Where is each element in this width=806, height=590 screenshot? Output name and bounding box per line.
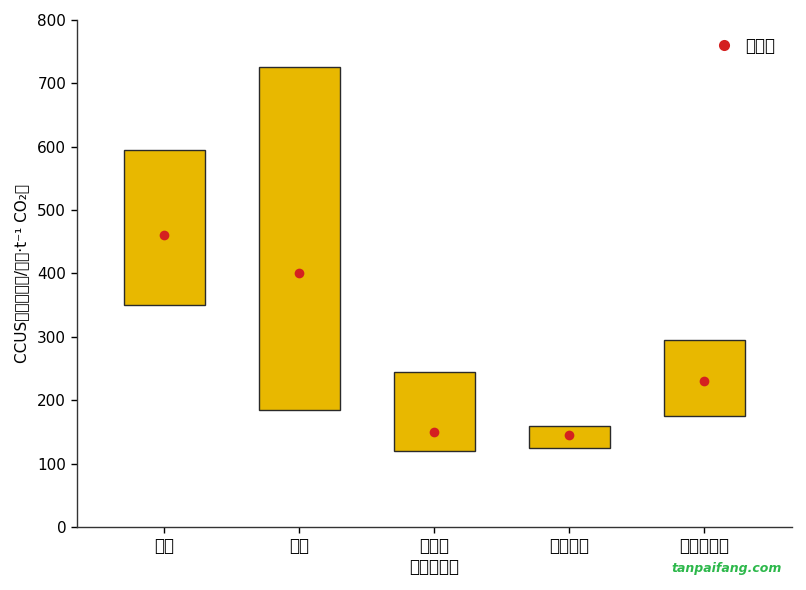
Bar	[529, 425, 610, 448]
Y-axis label: CCUS净减排成本/（元·t⁻¹ CO₂）: CCUS净减排成本/（元·t⁻¹ CO₂）	[14, 184, 29, 363]
Bar	[664, 340, 745, 416]
X-axis label: 主要排放源: 主要排放源	[409, 558, 459, 576]
Bar	[124, 150, 205, 305]
Legend: 平均值: 平均值	[699, 28, 783, 63]
Bar	[259, 67, 340, 409]
Text: tanpaifang.com: tanpaifang.com	[671, 562, 782, 575]
Bar	[394, 372, 475, 451]
